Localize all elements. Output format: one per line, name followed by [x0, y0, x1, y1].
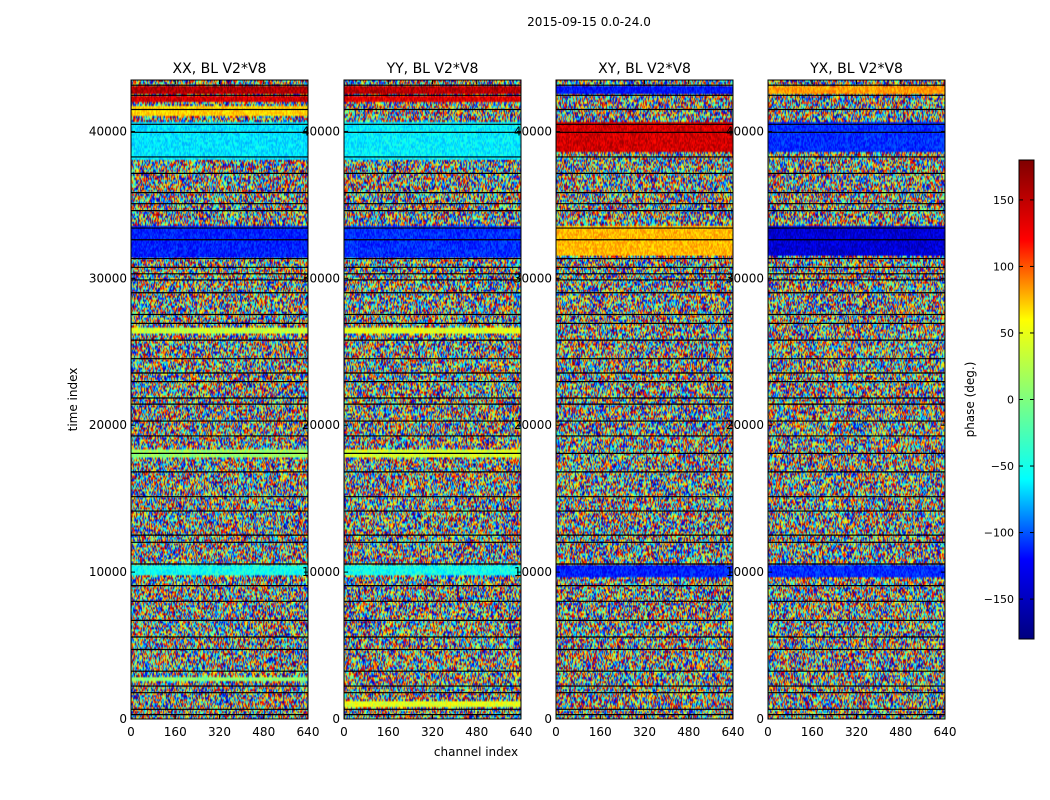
heatmap-image	[768, 80, 945, 719]
heatmap-image	[344, 80, 521, 719]
y-tick-label: 40000	[302, 124, 340, 138]
colorbar-tick-label: 50	[1000, 327, 1014, 340]
y-tick-label: 10000	[726, 565, 764, 579]
subplot-title: XY, BL V2*V8	[598, 61, 691, 77]
subplot-title: YY, BL V2*V8	[386, 61, 479, 77]
x-tick-label: 0	[340, 725, 348, 739]
x-tick-label: 320	[208, 725, 231, 739]
y-tick-label: 30000	[514, 271, 552, 285]
subplot-panels: XX, BL V2*V8 0 160 320 480 640 0 10000 20000 3000…	[66, 61, 956, 759]
x-tick-label: 480	[252, 725, 275, 739]
y-tick-label: 40000	[726, 124, 764, 138]
y-axis-label: time index	[66, 368, 80, 432]
subplot-title: YX, BL V2*V8	[809, 61, 903, 77]
scan-gap-lines	[768, 84, 945, 716]
x-tick-label: 640	[722, 725, 745, 739]
x-tick-label: 640	[934, 725, 957, 739]
colorbar-tick-label: −50	[991, 460, 1014, 473]
x-tick-label: 320	[421, 725, 444, 739]
subplot-4: YX, BL V2*V8 0 160 320 480 640 0 10000 20000 3000…	[726, 61, 957, 739]
x-tick-label: 480	[677, 725, 700, 739]
y-tick-label: 10000	[89, 565, 127, 579]
colorbar-tick-label: 100	[993, 260, 1014, 273]
colorbar-tick-label: −100	[984, 527, 1014, 540]
y-tick-label: 0	[332, 712, 340, 726]
x-tick-label: 0	[127, 725, 135, 739]
y-tick-label: 20000	[302, 418, 340, 432]
y-tick-label: 30000	[89, 271, 127, 285]
subplot-title: XX, BL V2*V8	[173, 61, 267, 77]
y-tick-label: 20000	[514, 418, 552, 432]
x-tick-label: 160	[589, 725, 612, 739]
y-tick-label: 0	[119, 712, 127, 726]
y-tick-label: 0	[756, 712, 764, 726]
colorbar-tick-label: −150	[984, 593, 1014, 606]
x-tick-label: 160	[164, 725, 187, 739]
x-tick-label: 480	[889, 725, 912, 739]
y-tick-label: 40000	[514, 124, 552, 138]
x-tick-label: 0	[764, 725, 772, 739]
heatmap-image	[131, 80, 308, 719]
heatmap-image	[556, 80, 733, 719]
colorbar-label: phase (deg.)	[963, 362, 977, 438]
y-tick-label: 10000	[302, 565, 340, 579]
y-tick-label: 20000	[89, 418, 127, 432]
subplot-2: YY, BL V2*V8 0 160 320 480 640 0 10000 20000 3000…	[302, 61, 533, 759]
subplot-3: XY, BL V2*V8 0 160 320 480 640 0 10000 20000 3000…	[514, 61, 745, 739]
y-tick-label: 40000	[89, 124, 127, 138]
colorbar-tick-label: 0	[1007, 394, 1014, 407]
x-tick-label: 320	[845, 725, 868, 739]
colorbar: 150 100 50 0 −50 −100 −150 phase (deg.)	[963, 159, 1035, 640]
y-tick-label: 10000	[514, 565, 552, 579]
x-axis-label: channel index	[434, 745, 518, 759]
colorbar-tick-label: 150	[993, 194, 1014, 207]
y-tick-label: 30000	[726, 271, 764, 285]
x-tick-label: 0	[552, 725, 560, 739]
x-tick-label: 640	[510, 725, 533, 739]
subplot-1: XX, BL V2*V8 0 160 320 480 640 0 10000 20000 3000…	[66, 61, 319, 739]
figure-suptitle: 2015-09-15 0.0-24.0	[527, 15, 651, 29]
x-tick-label: 160	[801, 725, 824, 739]
y-tick-label: 30000	[302, 271, 340, 285]
x-tick-label: 480	[465, 725, 488, 739]
scan-gap-lines	[131, 84, 308, 716]
scan-gap-lines	[556, 84, 733, 716]
y-tick-label: 0	[544, 712, 552, 726]
scan-gap-lines	[344, 84, 521, 716]
x-tick-label: 160	[377, 725, 400, 739]
x-tick-label: 640	[297, 725, 320, 739]
x-tick-label: 320	[633, 725, 656, 739]
y-tick-label: 20000	[726, 418, 764, 432]
